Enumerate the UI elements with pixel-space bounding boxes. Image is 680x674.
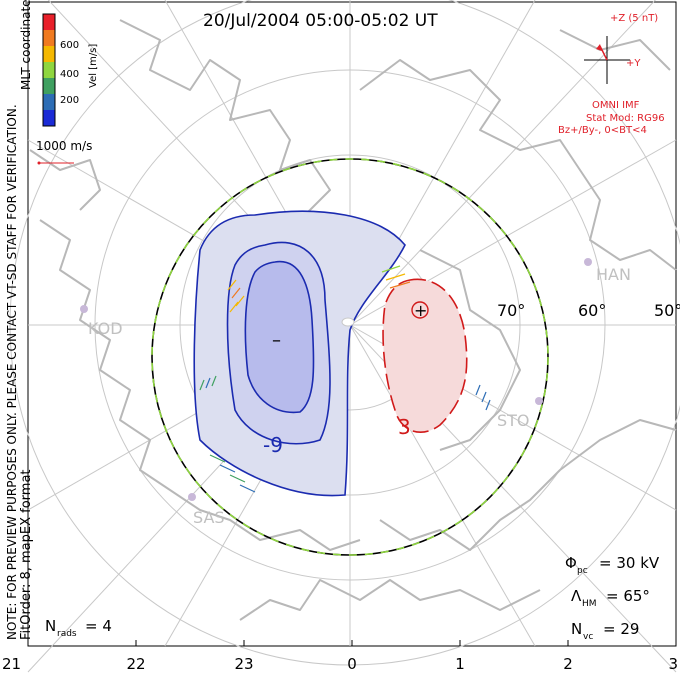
phi-value: = 30 kV [599, 554, 660, 572]
lambda-symbol: Λ [571, 587, 582, 605]
colorbar-segment [43, 110, 55, 127]
scale-vector-origin [37, 161, 41, 165]
positive-potential-marker: + [414, 301, 427, 320]
radar-site-kod [80, 305, 88, 313]
imf-condition: Bz+/By-, 0<BT<4 [558, 125, 647, 136]
hm-boundary [151, 158, 549, 556]
colorbar-tick-200: 200 [60, 95, 79, 106]
colorbar-tick-400: 400 [60, 69, 79, 80]
positive-contour-label: 3 [398, 415, 411, 439]
mlt-tick-label: 22 [126, 655, 145, 673]
radar-site-sas [188, 493, 196, 501]
lambda-value: = 65° [606, 587, 650, 605]
colorbar-segment [43, 94, 55, 111]
station-label-han: HAN [596, 265, 631, 284]
mlt-tick-label: 0 [347, 655, 357, 673]
negative-cell-core [244, 260, 315, 414]
coastlines [29, 19, 677, 621]
negative-potential-marker: – [272, 330, 281, 351]
mlt-tick-label: 21 [2, 655, 21, 673]
nrads-value: = 4 [85, 617, 112, 635]
colorbar-segment [43, 62, 55, 79]
phi-symbol: Φ [565, 554, 577, 572]
nrads-symbol: N [45, 617, 56, 635]
station-label-sas: SAS [193, 508, 225, 527]
mlt-axis: 21 22 23 0 1 2 3 [2, 640, 678, 673]
colorbar-segment [43, 14, 55, 31]
lat-label-70: 70° [497, 301, 525, 320]
mlt-tick-label: 1 [455, 655, 465, 673]
scale-vector-label: 1000 m/s [36, 139, 92, 153]
colorbar-segment [43, 78, 55, 95]
positive-cell [382, 278, 468, 434]
map-title: 20/Jul/2004 05:00-05:02 UT [203, 11, 438, 31]
stat-phi-pc: Φ pc = 30 kV [565, 554, 660, 576]
preview-watermark: NOTE: FOR PREVIEW PURPOSES ONLY. PLEASE … [5, 104, 19, 640]
negative-contour-label: -9 [263, 433, 283, 457]
lat-label-50: 50° [654, 301, 680, 320]
stat-n-vc: N vc = 29 [571, 620, 639, 642]
nrads-subscript: rads [57, 629, 77, 639]
pole-marker [341, 317, 355, 327]
lambda-subscript: HM [582, 599, 597, 609]
colorbar-segment [43, 30, 55, 47]
stat-n-rads: N rads = 4 [45, 617, 112, 639]
colorbar-frame [42, 13, 56, 127]
station-label-sto: STO [497, 411, 530, 430]
colorbar-label: Vel [m/s] [88, 44, 99, 88]
imf-y-label: +Y [626, 58, 641, 69]
radar-sites [80, 258, 592, 501]
coordinates-label: MLT coordinates [19, 0, 33, 90]
nvc-symbol: N [571, 620, 582, 638]
imf-source: OMNI IMF [592, 100, 640, 111]
velocity-vectors [199, 265, 491, 493]
phi-subscript: pc [577, 566, 588, 576]
imf-clock [584, 36, 630, 84]
station-label-kod: KOD [88, 319, 123, 338]
mlt-tick-label: 23 [234, 655, 253, 673]
positive-core-contour [411, 301, 429, 319]
radar-site-sto [535, 397, 543, 405]
stat-lambda-hm: Λ HM = 65° [571, 587, 650, 609]
imf-stat-mod: Stat Mod: RG96 [586, 113, 665, 124]
mlt-tick-label: 3 [668, 655, 678, 673]
radar-site-han [584, 258, 592, 266]
colorbar-segment [43, 46, 55, 63]
fit-order-label: FitOrder: 8, mapEX format [19, 469, 34, 640]
nvc-subscript: vc [583, 632, 593, 642]
imf-z-label: +Z (5 nT) [610, 13, 658, 24]
colorbar-tick-600: 600 [60, 40, 79, 51]
velocity-colorbar [42, 13, 56, 127]
nvc-value: = 29 [603, 620, 639, 638]
lat-label-60: 60° [578, 301, 606, 320]
mlt-tick-label: 2 [563, 655, 573, 673]
